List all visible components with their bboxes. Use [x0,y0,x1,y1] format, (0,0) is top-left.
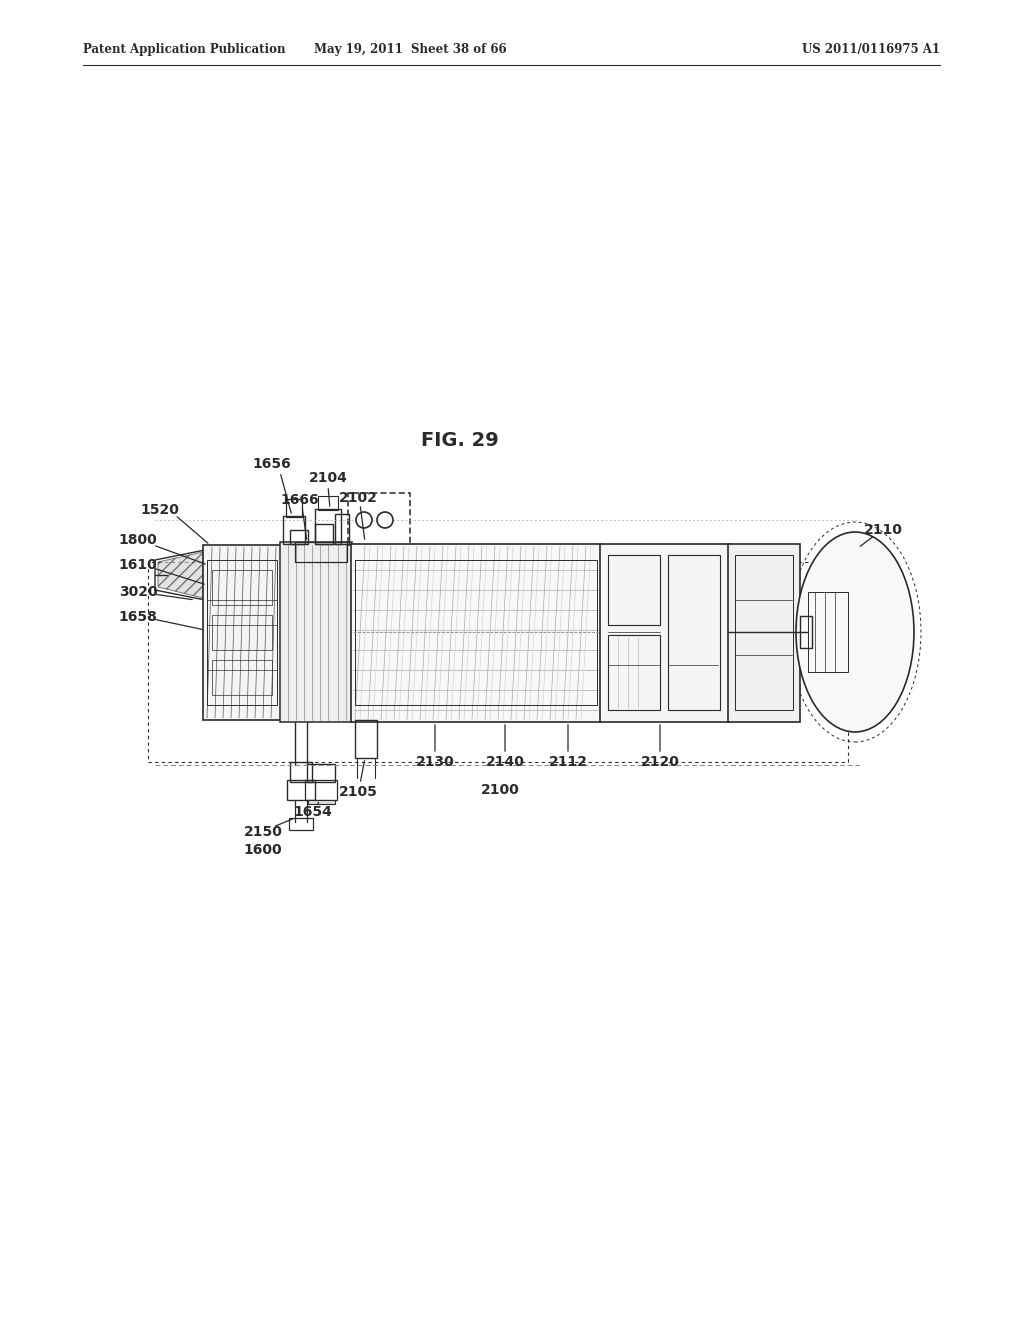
Bar [668,554,720,710]
Bar [212,615,272,649]
Text: 2100: 2100 [480,783,519,797]
Text: 2105: 2105 [339,785,378,799]
Circle shape [377,512,393,528]
Text: 1600: 1600 [244,843,283,857]
Text: 1654: 1654 [294,805,333,818]
Text: 1520: 1520 [140,503,179,517]
Text: US 2011/0116975 A1: US 2011/0116975 A1 [802,44,940,57]
Bar [203,545,281,719]
Bar [728,544,800,722]
Bar [280,543,352,722]
Bar [351,544,601,722]
Bar [608,554,660,624]
Ellipse shape [796,532,914,733]
Bar [355,719,377,758]
Bar [318,496,338,510]
Bar [348,492,410,545]
Text: 1658: 1658 [119,610,158,624]
Bar [735,554,793,710]
Text: Patent Application Publication: Patent Application Publication [83,44,286,57]
Bar [148,562,848,762]
Bar [800,616,812,648]
Bar [335,513,349,544]
Bar [307,764,335,781]
Text: 2120: 2120 [641,755,680,770]
Text: 1656: 1656 [253,457,292,471]
Bar [355,560,597,705]
Text: 2130: 2130 [416,755,455,770]
Bar [212,570,272,605]
Circle shape [356,512,372,528]
Bar [600,544,730,722]
Text: 2102: 2102 [339,491,378,506]
Text: May 19, 2011  Sheet 38 of 66: May 19, 2011 Sheet 38 of 66 [313,44,506,57]
Bar [212,660,272,696]
Text: 2104: 2104 [308,471,347,484]
Text: 2112: 2112 [549,755,588,770]
Bar [289,818,313,830]
Text: FIG. 29: FIG. 29 [421,430,499,450]
Bar [808,591,848,672]
Text: 1610: 1610 [119,558,158,572]
Bar [290,531,308,544]
Polygon shape [158,552,203,598]
Text: 2150: 2150 [244,825,283,840]
Text: 2140: 2140 [485,755,524,770]
Text: 2110: 2110 [863,523,902,537]
Bar [295,543,347,562]
Text: 1800: 1800 [119,533,158,546]
Bar [608,635,660,710]
Bar [315,524,333,544]
Bar [286,499,302,517]
Text: 1666: 1666 [281,492,319,507]
Bar [207,560,278,705]
Bar [305,780,337,800]
Bar [287,780,315,800]
Text: 3020: 3020 [119,585,158,599]
Bar [315,510,341,544]
Bar [290,762,312,781]
Bar [283,516,305,544]
Polygon shape [308,800,335,804]
